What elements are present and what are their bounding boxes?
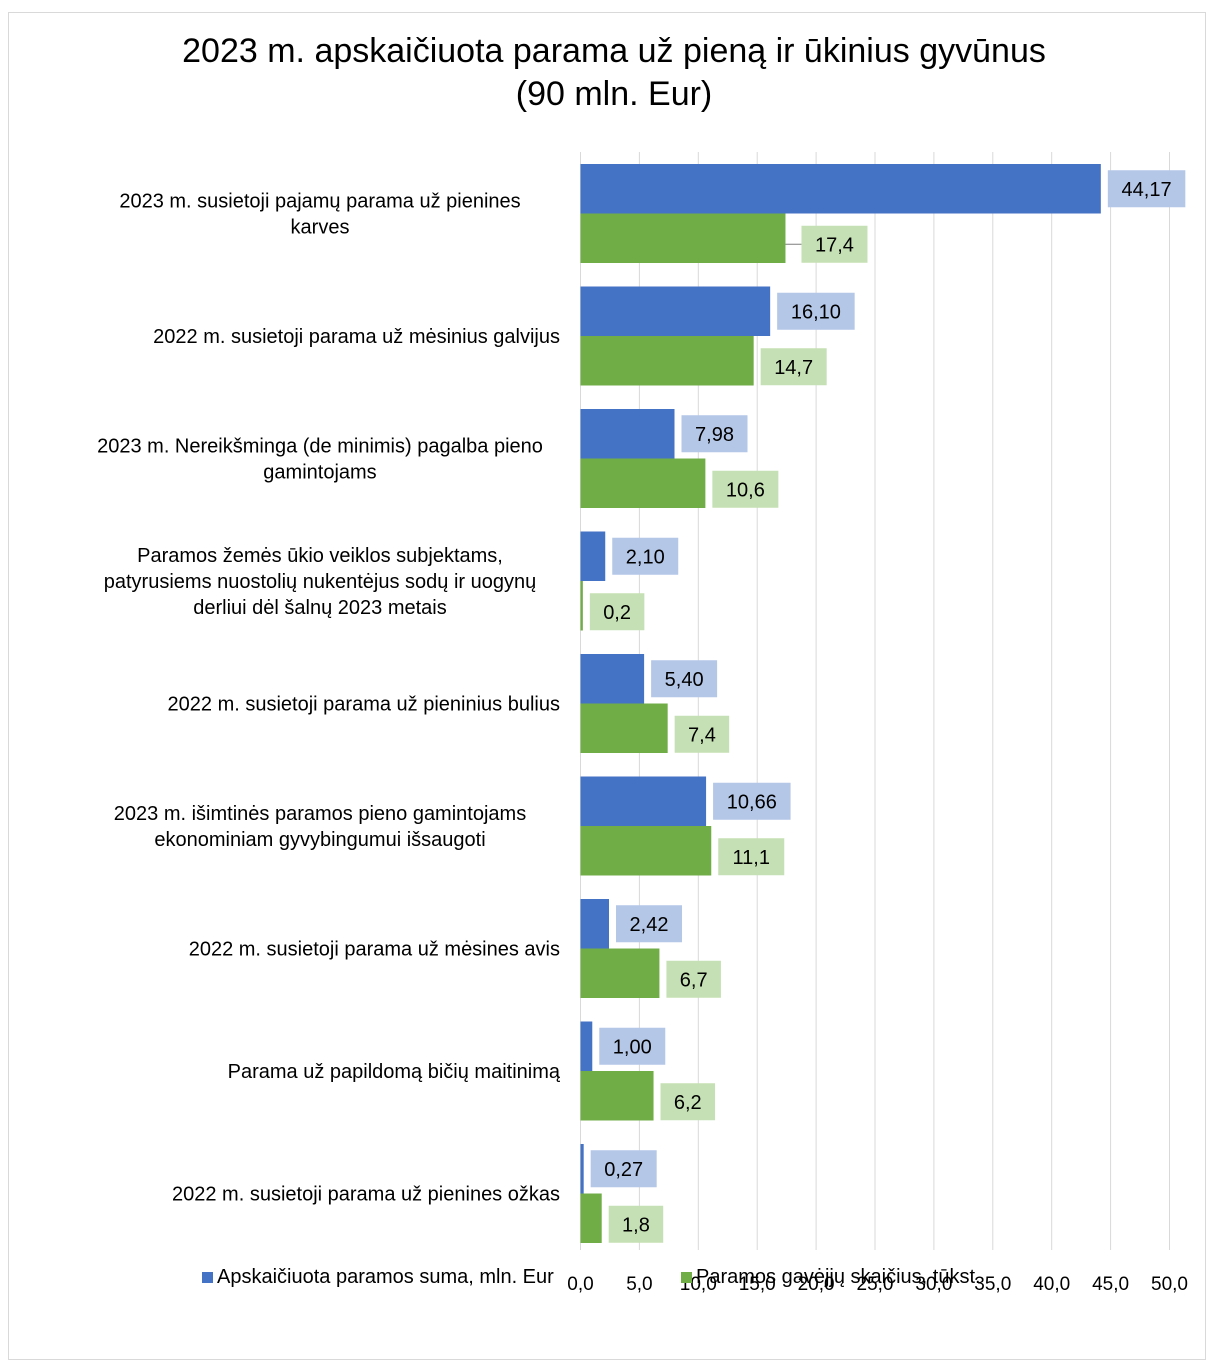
data-label: 6,7: [680, 969, 708, 991]
category-label-line: gamintojams: [263, 462, 376, 484]
category-label-line: 2023 m. Nereikšminga (de minimis) pagalb…: [97, 436, 543, 458]
x-tick-label: 30,0: [915, 1274, 952, 1295]
legend-swatch-recipients: [681, 1272, 692, 1283]
data-label-box: [777, 292, 855, 330]
data-label: 5,40: [665, 669, 704, 691]
category-label-line: karves: [291, 217, 350, 239]
category-label: 2023 m. susietoji pajamų parama už pieni…: [119, 191, 520, 239]
x-tick-label: 40,0: [1033, 1274, 1070, 1295]
category-label: 2022 m. susietoji parama už mėsinius gal…: [153, 326, 560, 348]
bar-recipients: [580, 703, 668, 753]
data-label: 14,7: [774, 357, 813, 379]
legend-label-recipients: Paramos gavėjjų skaičius, tūkst.: [696, 1266, 981, 1288]
legend-item-amount: Apskaičiuota paramos suma, mln. Eur: [202, 1266, 554, 1289]
category-label-line: derliui dėl šalnų 2023 metais: [193, 597, 447, 619]
data-label-box: [718, 838, 785, 876]
bar-amount: [580, 1144, 584, 1194]
category-label-line: Paramos žemės ūkio veiklos subjektams,: [137, 545, 503, 567]
data-label: 0,2: [603, 602, 631, 624]
data-label: 6,2: [674, 1092, 702, 1114]
data-label-box: [651, 660, 718, 698]
category-label-line: ekonominiam gyvybingumui išsaugoti: [154, 829, 485, 851]
x-tick-label: 50,0: [1151, 1274, 1188, 1295]
category-label-line: 2022 m. susietoji parama už pienines ožk…: [172, 1184, 560, 1206]
category-label-line: 2023 m. susietoji pajamų parama už pieni…: [119, 191, 520, 213]
category-label-line: Parama už papildomą bičių maitinimą: [228, 1061, 561, 1083]
category-label: Parama už papildomą bičių maitinimą: [228, 1061, 561, 1083]
bar-amount: [580, 1021, 593, 1071]
data-label-box: [712, 470, 779, 508]
bar-recipients: [580, 1071, 654, 1121]
category-label-line: 2023 m. išimtinės paramos pieno gamintoj…: [114, 803, 526, 825]
data-label: 17,4: [815, 234, 854, 256]
x-tick-label: 15,0: [739, 1274, 776, 1295]
category-label: 2023 m. išimtinės paramos pieno gamintoj…: [114, 803, 526, 851]
data-label-box: [608, 1205, 664, 1243]
data-label-box: [674, 715, 730, 753]
chart-frame: [8, 12, 1206, 1360]
bar-amount: [580, 164, 1101, 214]
legend-label-amount: Apskaičiuota paramos suma, mln. Eur: [217, 1266, 554, 1288]
data-label-box: [612, 537, 679, 575]
data-label-box: [589, 593, 645, 631]
category-label: Paramos žemės ūkio veiklos subjektams, pa…: [104, 545, 536, 619]
category-label-line: 2022 m. susietoji parama už pieninius bu…: [168, 694, 560, 716]
x-tick-label: 45,0: [1092, 1274, 1129, 1295]
data-label: 16,10: [791, 301, 841, 323]
chart-title: 2023 m. apskaičiuota parama už pieną ir …: [182, 32, 1046, 113]
data-label: 1,8: [622, 1214, 650, 1236]
category-label: 2022 m. susietoji parama už pienines ožk…: [172, 1184, 560, 1206]
x-tick-label: 5,0: [626, 1274, 652, 1295]
bar-recipients: [580, 581, 583, 631]
bar-amount: [580, 531, 606, 581]
category-label-line: 2022 m. susietoji parama už mėsines avis: [189, 939, 560, 961]
data-label-box: [713, 782, 791, 820]
data-label-box: [599, 1027, 666, 1065]
data-label: 7,4: [688, 724, 716, 746]
category-label-line: 2022 m. susietoji parama už mėsinius gal…: [153, 326, 560, 348]
category-label: 2022 m. susietoji parama už pieninius bu…: [168, 694, 560, 716]
bar-recipients: [580, 336, 754, 386]
data-label: 2,42: [630, 914, 669, 936]
data-label-box: [666, 960, 721, 998]
x-tick-label: 25,0: [857, 1274, 894, 1295]
data-label: 11,1: [733, 847, 770, 869]
data-label-box: [660, 1083, 716, 1121]
bar-recipients: [580, 948, 660, 998]
bar-amount: [580, 286, 771, 336]
bar-recipients: [580, 458, 706, 508]
bar-amount: [580, 654, 645, 704]
data-label-box: [590, 1150, 657, 1188]
data-label: 44,17: [1122, 179, 1172, 201]
data-label-box: [1107, 170, 1186, 208]
data-label-box: [616, 905, 683, 943]
category-label-line: patyrusiems nuostolių nukentėjus sodų ir…: [104, 571, 536, 593]
legend: Apskaičiuota paramos suma, mln. Eur Para…: [0, 1266, 1210, 1296]
data-label: 2,10: [626, 546, 665, 568]
bar-amount: [580, 409, 675, 459]
bar-amount: [580, 899, 610, 949]
bar-recipients: [580, 1193, 602, 1243]
data-label: 10,6: [726, 479, 765, 501]
bar-amount: [580, 776, 707, 826]
x-tick-label: 0,0: [567, 1274, 593, 1295]
x-tick-label: 20,0: [798, 1274, 835, 1295]
category-label: 2023 m. Nereikšminga (de minimis) pagalb…: [97, 436, 543, 484]
x-tick-label: 35,0: [974, 1274, 1011, 1295]
legend-item-recipients: Paramos gavėjjų skaičius, tūkst.: [681, 1266, 981, 1289]
legend-swatch-amount: [202, 1272, 213, 1283]
data-label: 0,27: [604, 1159, 643, 1181]
data-label: 7,98: [695, 424, 734, 446]
category-label: 2022 m. susietoji parama už mėsines avis: [189, 939, 560, 961]
data-label-box: [801, 225, 868, 263]
data-label: 10,66: [727, 791, 777, 813]
bar-recipients: [580, 826, 712, 876]
bar-recipients: [580, 213, 786, 263]
data-label: 1,00: [613, 1036, 652, 1058]
data-label-box: [760, 348, 827, 386]
data-label-box: [681, 415, 748, 453]
